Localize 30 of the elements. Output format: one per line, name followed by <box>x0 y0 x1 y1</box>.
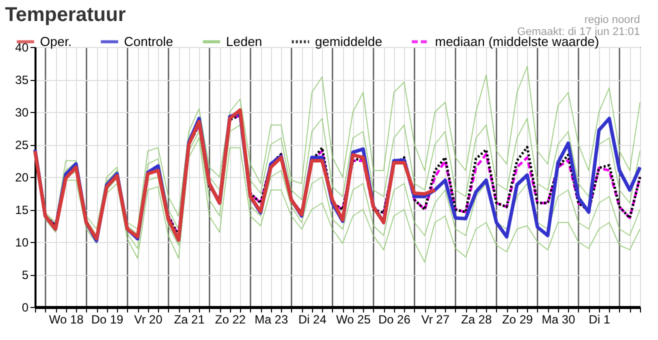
y-tick-label: 10 <box>15 236 29 250</box>
x-tick-label: Ma 30 <box>542 312 576 326</box>
x-tick-label: Do 19 <box>91 312 124 326</box>
x-tick-label: Za 21 <box>174 312 205 326</box>
x-tick-label: Zo 29 <box>502 312 534 326</box>
y-tick-label: 25 <box>15 138 29 152</box>
x-tick-label: Di 1 <box>588 312 610 326</box>
x-tick-label: Zo 22 <box>214 312 246 326</box>
x-tick-label: Wo 25 <box>336 312 371 326</box>
x-tick-label: Vr 27 <box>421 312 450 326</box>
x-tick-label: Ma 23 <box>254 312 288 326</box>
y-tick-label: 20 <box>15 170 29 184</box>
y-tick-label: 15 <box>15 203 29 217</box>
y-tick-label: 40 <box>15 40 29 54</box>
x-tick-label: Do 26 <box>378 312 411 326</box>
x-tick-label: Za 28 <box>461 312 492 326</box>
legend-label: gemiddelde <box>315 34 382 49</box>
legend-label: Leden <box>226 34 262 49</box>
x-tick-label: Vr 20 <box>134 312 163 326</box>
text: regio noord <box>584 14 640 26</box>
chart-title: Temperatuur <box>5 4 126 26</box>
legend-label: Controle <box>124 34 174 49</box>
text: Gemaakt: di 17 jun 21:01 <box>517 26 640 38</box>
x-tick-label: Wo 18 <box>49 312 84 326</box>
y-tick-label: 30 <box>15 106 29 120</box>
y-tick-label: 35 <box>15 73 29 87</box>
y-tick-label: 5 <box>22 268 29 282</box>
legend-label: Oper. <box>40 34 72 49</box>
y-tick-label: 0 <box>22 300 29 314</box>
x-tick-label: Di 24 <box>298 312 327 326</box>
